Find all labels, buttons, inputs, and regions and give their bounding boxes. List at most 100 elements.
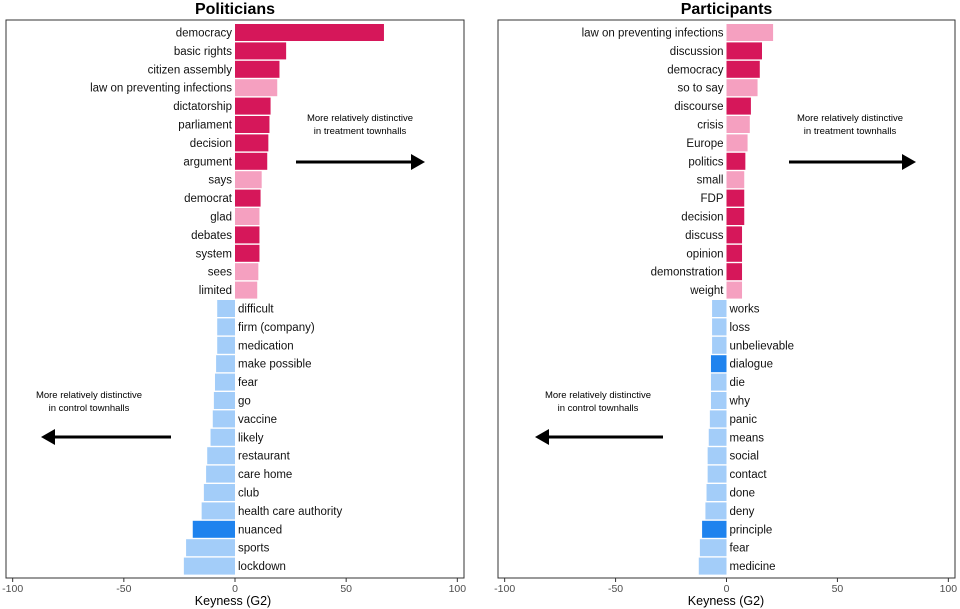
- bar-works: [712, 300, 727, 317]
- bar-done: [706, 484, 727, 501]
- bar-deny: [705, 502, 727, 520]
- term-label-dictatorship: dictatorship: [173, 101, 232, 113]
- bar-die: [710, 373, 727, 391]
- bar-crisis: [726, 116, 750, 133]
- term-label-glad: glad: [210, 212, 232, 224]
- term-label-system: system: [196, 248, 232, 260]
- arrow-left-icon: [41, 429, 171, 445]
- x-tick-label: 0: [724, 583, 730, 595]
- term-label-lockdown: lockdown: [238, 561, 286, 573]
- term-label-panic: panic: [730, 414, 758, 426]
- bar-glad: [235, 208, 260, 225]
- x-axis-label: Keyness (G2): [195, 594, 271, 608]
- x-tick-label: 100: [449, 583, 467, 595]
- bar-care-home: [206, 465, 235, 483]
- bar-health-care-authority: [201, 502, 235, 520]
- annotation-control: More relatively distinctive in control to…: [36, 390, 142, 414]
- term-label-deny: deny: [730, 506, 755, 518]
- bar-restaurant: [207, 447, 235, 465]
- bar-difficult: [217, 300, 235, 317]
- annotation-line: in control townhalls: [558, 403, 639, 414]
- term-label-opinion: opinion: [686, 248, 723, 260]
- bar-social: [707, 447, 727, 465]
- term-label-means: means: [730, 432, 765, 444]
- term-label-restaurant: restaurant: [238, 451, 291, 463]
- term-label-why: why: [729, 396, 751, 408]
- term-label-principle: principle: [730, 524, 773, 536]
- bar-dialogue: [710, 355, 727, 373]
- x-axis-label: Keyness (G2): [688, 594, 764, 608]
- term-label-democracy: democracy: [667, 64, 723, 76]
- x-tick-label: 0: [232, 583, 238, 595]
- bar-club: [203, 484, 235, 501]
- annotation-control: More relatively distinctive in control to…: [545, 390, 651, 414]
- bar-nuanced: [192, 520, 235, 538]
- bar-so-to-say: [726, 79, 758, 97]
- term-label-firm-company: firm (company): [238, 322, 315, 334]
- term-label-argument: argument: [183, 156, 232, 168]
- bar-principle: [702, 520, 727, 538]
- term-label-weight: weight: [689, 285, 724, 297]
- term-label-discussion: discussion: [670, 46, 724, 58]
- annotation-line: More relatively distinctive: [307, 113, 413, 124]
- bar-europe: [726, 134, 748, 152]
- bar-debates: [235, 226, 260, 244]
- bar-panic: [709, 410, 727, 428]
- bar-contact: [707, 465, 727, 483]
- bar-democrat: [235, 189, 261, 207]
- term-label-so-to-say: so to say: [677, 83, 723, 95]
- bar-opinion: [726, 244, 743, 262]
- term-label-fear: fear: [238, 377, 258, 389]
- annotation-line: in treatment townhalls: [314, 126, 407, 137]
- x-tick-label: 50: [832, 583, 844, 595]
- bar-make-possible: [216, 355, 235, 373]
- term-label-nuanced: nuanced: [238, 524, 282, 536]
- term-label-crisis: crisis: [697, 120, 723, 132]
- bar-go: [213, 392, 235, 409]
- bar-decision: [235, 134, 269, 152]
- bar-fear: [214, 373, 235, 391]
- arrow-right-icon: [789, 154, 916, 170]
- bar-says: [235, 171, 262, 189]
- bar-medication: [217, 336, 235, 354]
- bar-likely: [210, 428, 235, 446]
- term-label-politics: politics: [688, 156, 723, 168]
- term-label-democrat: democrat: [184, 193, 233, 205]
- term-label-parliament: parliament: [178, 120, 232, 132]
- bar-firm-company: [217, 318, 235, 336]
- term-label-works: works: [729, 304, 760, 316]
- term-label-discuss: discuss: [685, 230, 724, 242]
- bar-fear: [699, 539, 727, 557]
- term-label-die: die: [730, 377, 745, 389]
- panel-politicians: Politicians democracy basic rights citizen …: [2, 1, 466, 608]
- term-label-care-home: care home: [238, 469, 292, 481]
- term-label-likely: likely: [238, 432, 264, 444]
- bar-discussion: [726, 42, 762, 60]
- panel-title: Politicians: [195, 1, 275, 18]
- term-label-decision: decision: [190, 138, 232, 150]
- bar-loss: [712, 318, 727, 336]
- term-label-says: says: [208, 175, 232, 187]
- term-label-loss: loss: [730, 322, 751, 334]
- bar-why: [710, 392, 727, 409]
- term-label-small: small: [697, 175, 724, 187]
- bar-small: [726, 171, 745, 189]
- bar-medicine: [698, 557, 727, 575]
- arrow-head: [535, 429, 549, 445]
- term-label-limited: limited: [199, 285, 232, 297]
- term-label-dialogue: dialogue: [730, 359, 773, 371]
- annotation-line: More relatively distinctive: [36, 390, 142, 401]
- bar-law-on-preventing-infections: [235, 79, 278, 97]
- bar-citizen-assembly: [235, 60, 280, 78]
- arrow-head: [411, 154, 425, 170]
- bar-demonstration: [726, 263, 743, 281]
- term-label-discourse: discourse: [674, 101, 723, 113]
- bar-basic-rights: [235, 42, 287, 60]
- bar-politics: [726, 152, 746, 170]
- term-label-done: done: [730, 488, 756, 500]
- term-label-europe: Europe: [686, 138, 723, 150]
- bar-lockdown: [183, 557, 235, 575]
- x-tick-label: 100: [940, 583, 958, 595]
- panel-participants: Participants law on preventing infections…: [494, 1, 957, 608]
